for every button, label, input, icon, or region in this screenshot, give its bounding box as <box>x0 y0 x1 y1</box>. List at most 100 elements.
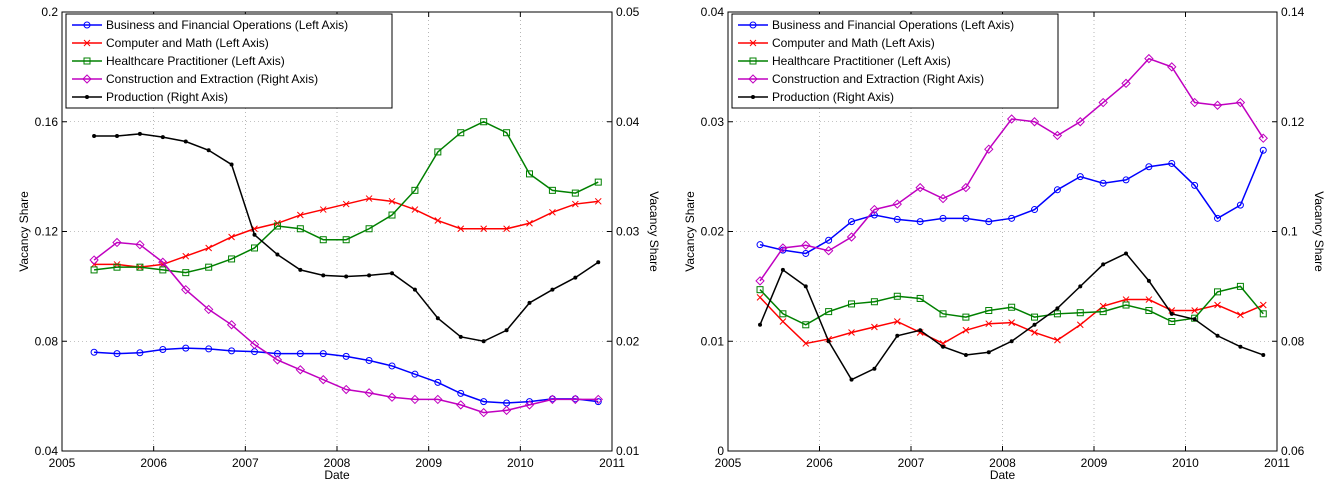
marker <box>779 246 787 254</box>
marker <box>1258 133 1268 143</box>
marker <box>342 236 350 244</box>
marker <box>915 182 925 193</box>
series-line <box>94 347 599 404</box>
marker <box>895 333 900 338</box>
marker <box>1122 301 1130 309</box>
marker <box>501 405 512 416</box>
y2-axis-label: Vacancy Share <box>647 191 661 272</box>
marker <box>112 237 122 248</box>
marker <box>341 384 351 395</box>
marker <box>1145 296 1153 303</box>
marker <box>802 340 810 347</box>
marker <box>321 273 326 278</box>
marker <box>1122 176 1130 184</box>
marker <box>205 263 213 271</box>
marker <box>89 255 99 265</box>
legend-label: Business and Financial Operations (Left … <box>106 18 348 32</box>
marker <box>826 339 831 344</box>
marker <box>411 186 419 194</box>
marker <box>849 377 854 382</box>
marker <box>1031 206 1039 214</box>
marker <box>547 394 558 405</box>
marker <box>1192 317 1197 322</box>
marker <box>938 193 948 204</box>
marker <box>364 388 374 398</box>
chart: 2005 2006 2007 2008 2009 2010 2011 0.04 0.08 0.12… <box>17 5 661 482</box>
marker <box>1214 301 1221 309</box>
x-tick-label: 2009 <box>415 456 442 470</box>
marker <box>504 328 509 333</box>
marker <box>549 208 556 216</box>
legend-label: Construction and Extraction (Right Axis) <box>106 72 318 86</box>
marker <box>846 232 857 242</box>
marker <box>457 225 465 233</box>
x-tick-label: 2011 <box>1264 456 1290 470</box>
x-tick-label: 2008 <box>324 456 351 470</box>
marker <box>90 266 98 274</box>
marker <box>571 200 579 208</box>
marker <box>1212 100 1223 110</box>
marker <box>524 400 535 410</box>
marker <box>780 267 785 272</box>
legend-label: Healthcare Practitioner (Left Axis) <box>772 54 951 68</box>
marker <box>1053 186 1061 194</box>
marker <box>1006 114 1017 124</box>
marker <box>318 374 328 385</box>
marker <box>434 148 442 156</box>
marker <box>228 347 236 355</box>
marker <box>1029 117 1040 127</box>
y2-tick-label: 0.12 <box>1281 115 1305 129</box>
y2-tick-label: 0.08 <box>1281 334 1305 348</box>
legend-label: Production (Right Axis) <box>106 90 228 104</box>
legend-label: Construction and Extraction (Right Axis) <box>772 72 984 86</box>
marker <box>1008 303 1016 311</box>
y-tick-label: 0.04 <box>701 5 725 19</box>
marker <box>342 352 350 360</box>
marker <box>296 350 304 358</box>
y2-tick-label: 0.05 <box>616 5 640 19</box>
marker <box>779 310 787 318</box>
series-line <box>93 241 599 414</box>
marker <box>83 57 91 65</box>
legend-label: Computer and Math (Left Axis) <box>772 36 935 50</box>
marker <box>779 318 787 325</box>
marker <box>1214 288 1222 296</box>
marker <box>434 217 442 224</box>
marker <box>848 300 856 308</box>
marker <box>941 344 946 349</box>
marker <box>550 287 555 292</box>
marker <box>275 252 280 257</box>
marker <box>802 249 810 257</box>
marker <box>252 232 257 237</box>
marker <box>918 328 923 333</box>
marker <box>1055 306 1060 311</box>
marker <box>1191 307 1199 314</box>
marker <box>85 95 89 99</box>
marker <box>870 211 878 219</box>
marker <box>594 178 602 186</box>
marker <box>825 236 833 244</box>
y2-tick-label: 0.06 <box>1281 444 1305 458</box>
y-axis-label: Vacancy Share <box>683 191 697 272</box>
marker <box>1144 53 1154 64</box>
marker <box>961 182 971 193</box>
marker <box>962 214 970 222</box>
marker <box>136 263 144 271</box>
marker <box>758 322 763 327</box>
marker <box>229 162 234 167</box>
marker <box>1121 78 1131 89</box>
marker <box>480 225 488 233</box>
marker <box>893 318 901 325</box>
marker <box>435 316 440 321</box>
marker <box>1098 97 1108 108</box>
marker <box>802 321 810 329</box>
marker <box>1075 117 1085 127</box>
x-tick-label: 2011 <box>599 456 625 470</box>
legend-box <box>731 13 1059 109</box>
marker <box>1145 163 1153 171</box>
marker <box>205 345 213 353</box>
marker <box>388 211 396 219</box>
x-tick-label: 2008 <box>989 456 1016 470</box>
marker <box>159 345 167 353</box>
marker <box>183 139 188 144</box>
